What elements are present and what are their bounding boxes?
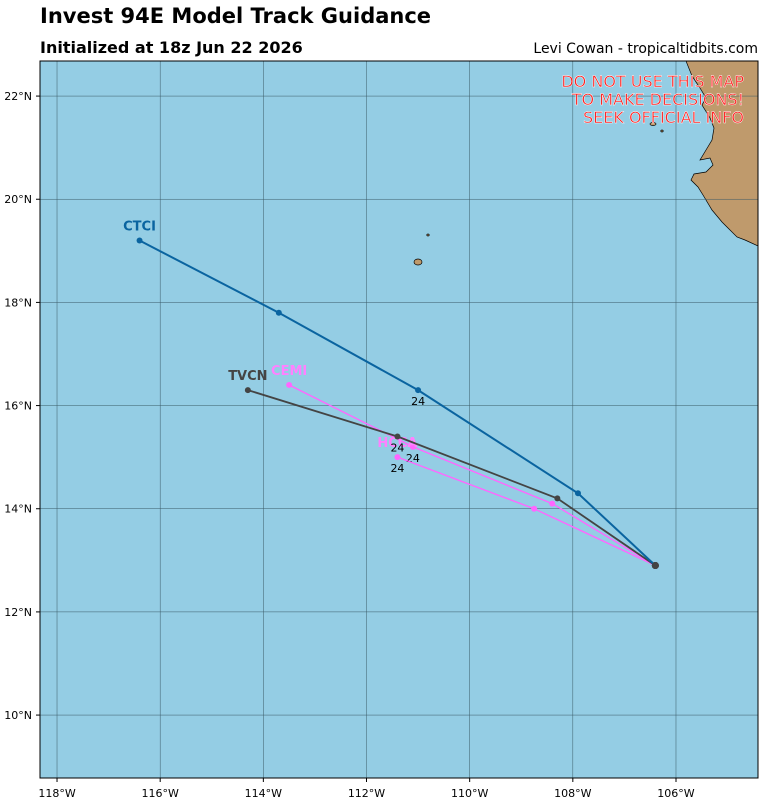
track-label: CEMI xyxy=(271,364,307,379)
warning-line: TO MAKE DECISIONS! xyxy=(571,90,744,109)
hour-label: 24 xyxy=(390,442,404,455)
track-point xyxy=(244,387,251,394)
track-point xyxy=(549,500,556,507)
mexico xyxy=(685,60,759,247)
warning-line: DO NOT USE THIS MAP xyxy=(561,72,744,91)
track-point xyxy=(574,490,581,497)
hour-label: 24 xyxy=(390,462,404,475)
track-point xyxy=(286,381,293,388)
track-label: CTCI xyxy=(123,220,156,235)
island xyxy=(413,258,423,266)
y-tick-label: 20°N xyxy=(4,193,32,206)
track-point xyxy=(651,561,659,569)
grid xyxy=(40,61,758,778)
subtitle: Initialized at 18z Jun 22 2026 xyxy=(40,38,303,57)
x-tick-label: 108°W xyxy=(554,787,591,800)
credit: Levi Cowan - tropicaltidbits.com xyxy=(533,41,758,57)
island xyxy=(660,129,664,133)
x-tick-label: 116°W xyxy=(141,787,178,800)
island xyxy=(649,122,657,126)
y-tick-label: 22°N xyxy=(4,90,32,103)
x-tick-label: 106°W xyxy=(657,787,694,800)
y-tick-label: 12°N xyxy=(4,606,32,619)
frame xyxy=(39,60,759,779)
warning: DO NOT USE THIS MAP TO MAKE DECISIONS! S… xyxy=(561,72,744,127)
y-tick-label: 16°N xyxy=(4,400,32,413)
island xyxy=(426,233,430,237)
track-point xyxy=(394,433,401,440)
y-tick-label: 18°N xyxy=(4,296,32,309)
x-tick-label: 114°W xyxy=(245,787,282,800)
track-point xyxy=(415,387,422,394)
land xyxy=(413,60,759,266)
track-point xyxy=(275,309,282,316)
x-tick-label: 112°W xyxy=(348,787,385,800)
track-line xyxy=(288,384,656,567)
track-point xyxy=(409,443,416,450)
track-point xyxy=(531,505,538,512)
title: Invest 94E Model Track Guidance xyxy=(40,4,431,28)
y-tick-label: 10°N xyxy=(4,709,32,722)
x-tick-label: 118°W xyxy=(38,787,75,800)
ocean xyxy=(40,61,758,778)
track-label: TVCN xyxy=(228,369,267,384)
warning-line: SEEK OFFICIAL INFO xyxy=(583,108,744,127)
x-tick-label: 110°W xyxy=(451,787,488,800)
track-point xyxy=(136,237,143,244)
track-point xyxy=(394,454,401,461)
track-point xyxy=(554,495,561,502)
hour-label: 24 xyxy=(411,395,425,408)
y-tick-label: 14°N xyxy=(4,503,32,516)
track-line xyxy=(247,389,656,567)
